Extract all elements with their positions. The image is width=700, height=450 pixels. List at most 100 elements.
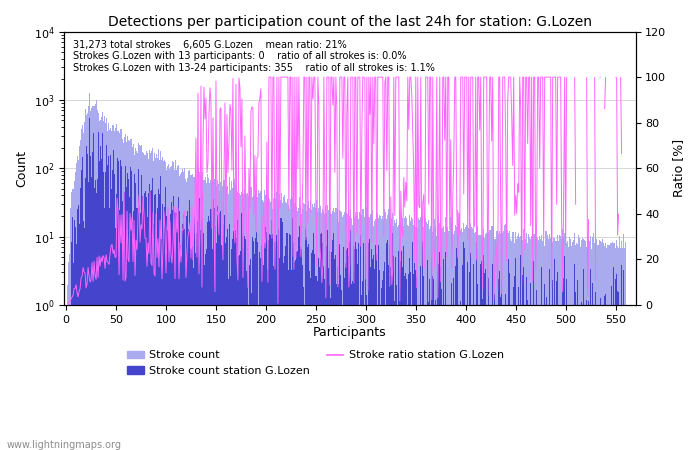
Bar [536, 290, 537, 450]
Bar [141, 197, 143, 450]
Bar [516, 238, 517, 450]
Bar [195, 253, 197, 450]
Bar [389, 244, 391, 450]
Bar [239, 193, 240, 450]
Bar [268, 195, 270, 450]
Bar [615, 248, 616, 450]
Bar [459, 224, 460, 450]
Bar [508, 233, 509, 450]
Bar [488, 279, 489, 450]
Bar [275, 199, 276, 450]
Bar [599, 305, 600, 450]
Bar [323, 211, 324, 450]
Bar [462, 265, 463, 450]
Bar [123, 137, 125, 450]
Bar [518, 287, 519, 450]
Bar [361, 216, 363, 450]
Bar [183, 171, 185, 450]
Bar [610, 243, 611, 450]
Bar [132, 211, 134, 450]
Bar [97, 112, 99, 450]
Bar [526, 277, 527, 450]
Bar [413, 225, 414, 450]
Bar [504, 225, 505, 450]
Bar [174, 212, 176, 450]
Bar [498, 234, 499, 450]
Bar [89, 118, 90, 450]
Bar [94, 188, 95, 450]
Bar [319, 267, 321, 450]
Bar [405, 273, 406, 450]
Bar [253, 196, 254, 450]
Bar [248, 196, 249, 450]
Bar [555, 241, 556, 450]
Bar [517, 235, 518, 450]
Bar [223, 180, 225, 450]
Bar [298, 208, 300, 450]
Bar [186, 216, 188, 450]
Bar [372, 259, 373, 450]
Bar [613, 267, 614, 450]
Bar [199, 172, 200, 450]
Bar [352, 281, 354, 450]
Bar [527, 243, 528, 450]
Bar [223, 224, 225, 450]
Bar [288, 270, 289, 450]
Bar [444, 232, 445, 450]
Bar [148, 184, 150, 450]
Bar [618, 248, 619, 450]
Bar [286, 202, 288, 450]
Bar [346, 212, 347, 450]
Bar [68, 261, 69, 450]
Bar [464, 230, 466, 450]
Bar [326, 246, 328, 450]
Bar [360, 214, 361, 450]
Bar [75, 227, 76, 450]
Bar [318, 208, 319, 450]
Bar [476, 216, 477, 450]
Bar [396, 219, 398, 450]
Bar [430, 225, 431, 450]
Bar [575, 292, 576, 450]
Bar [481, 234, 482, 450]
Bar [386, 219, 387, 450]
Bar [525, 239, 526, 450]
Bar [307, 247, 309, 450]
Bar [438, 218, 440, 450]
Legend: Stroke count, Stroke count station G.Lozen, Stroke ratio station G.Lozen: Stroke count, Stroke count station G.Loz… [122, 346, 509, 381]
Bar [587, 255, 588, 450]
Bar [345, 263, 346, 450]
Bar [328, 268, 330, 450]
Bar [562, 229, 564, 450]
Bar [256, 232, 258, 450]
Bar [144, 191, 146, 450]
Bar [589, 241, 590, 450]
Bar [82, 126, 83, 450]
Bar [571, 246, 572, 450]
Bar [74, 181, 75, 450]
Bar [330, 298, 331, 450]
Bar [500, 297, 501, 450]
Bar [331, 252, 332, 450]
Bar [484, 238, 485, 450]
Bar [475, 233, 476, 450]
Bar [104, 172, 106, 450]
Bar [130, 139, 132, 450]
Bar [108, 130, 109, 450]
Bar [374, 220, 375, 450]
Bar [456, 227, 457, 450]
Bar [434, 220, 435, 450]
Bar [111, 125, 113, 450]
Bar [586, 247, 587, 450]
Bar [511, 305, 512, 450]
Bar [607, 245, 608, 450]
Bar [263, 265, 265, 450]
Bar [113, 174, 115, 450]
Bar [260, 258, 261, 450]
Bar [158, 160, 160, 450]
Bar [537, 238, 538, 450]
Bar [455, 225, 456, 450]
Bar [508, 259, 509, 450]
Bar [328, 210, 330, 450]
Bar [536, 236, 537, 450]
